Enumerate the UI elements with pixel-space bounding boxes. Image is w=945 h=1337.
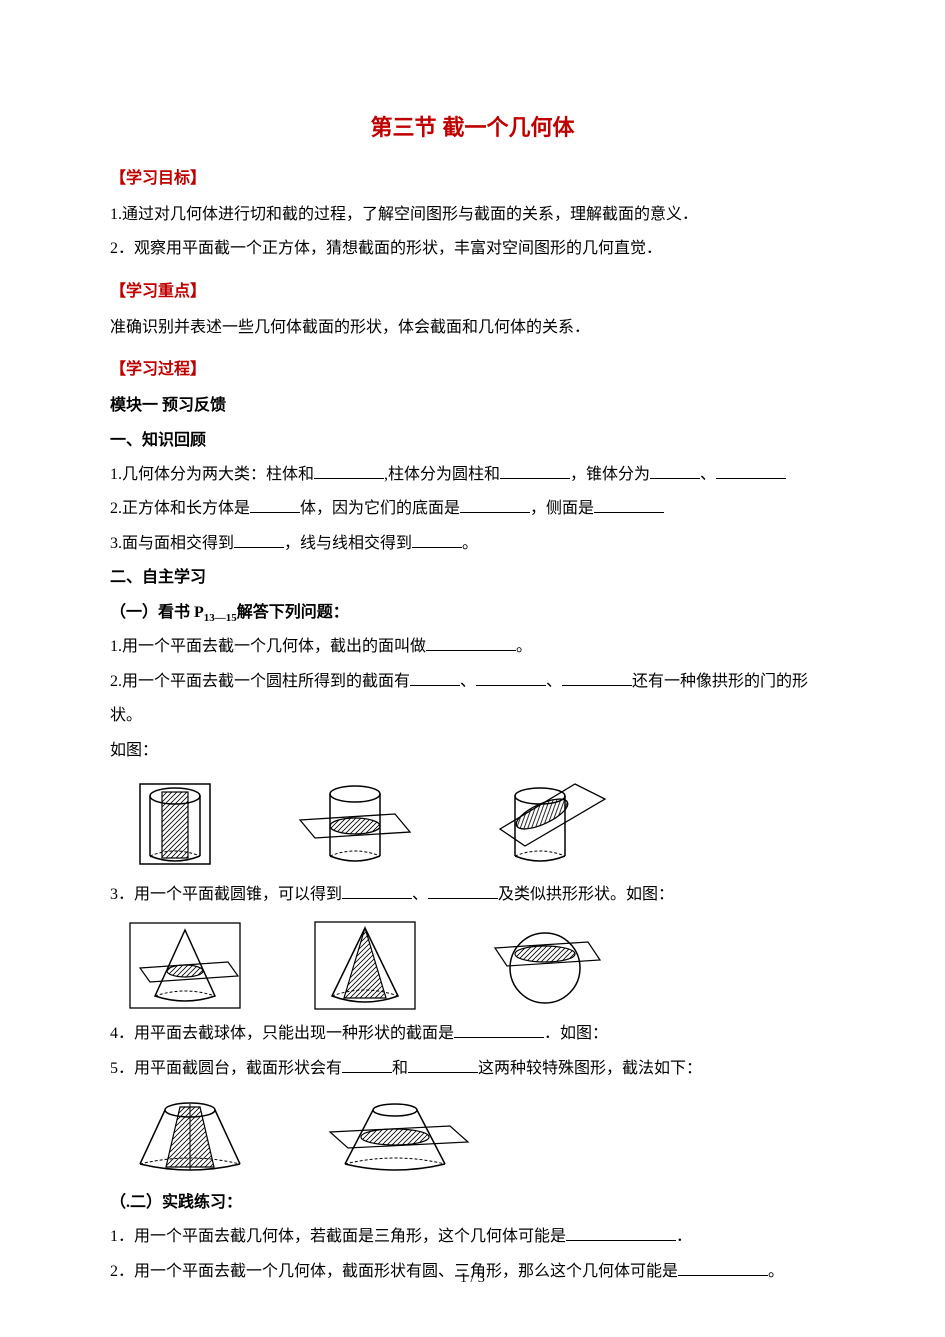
text: 2.用一个平面去截一个圆柱所得到的截面有: [110, 673, 410, 690]
heading-process: 【学习过程】: [110, 355, 835, 379]
text: 3.面与面相交得到: [110, 535, 234, 552]
blank: [460, 498, 530, 513]
text: 、: [700, 466, 716, 483]
blank: [408, 1057, 478, 1072]
frustum-vertical-cut-icon: [110, 1092, 270, 1182]
blank: [342, 1057, 392, 1072]
cone-horizontal-cut-icon: [110, 918, 260, 1013]
selfstudy-title: 二、自主学习: [110, 561, 835, 595]
review-q3: 3.面与面相交得到 ，线与线相交得到 。: [110, 527, 835, 561]
text: 1．用一个平面去截几何体，若截面是三角形，这个几何体可能是: [110, 1228, 566, 1245]
page-title: 第三节 截一个几何体: [110, 110, 835, 142]
selfstudy-q4: 4．用平面去截球体，只能出现一种形状的截面是 ．如图：: [110, 1017, 835, 1051]
blank: [314, 464, 384, 479]
selfstudy-q5: 5．用平面截圆台，截面形状会有 和 这两种较特殊图形，截法如下：: [110, 1052, 835, 1086]
text: ，侧面是: [530, 500, 594, 517]
text: 和: [392, 1060, 408, 1077]
blank: [594, 498, 664, 513]
selfstudy-q3: 3．用一个平面截圆锥，可以得到 、 及类似拱形形状。如图：: [110, 878, 835, 912]
cylinder-vertical-cut-icon: [110, 774, 240, 874]
text: 。: [516, 638, 532, 655]
blank: [428, 884, 498, 899]
text: 。: [462, 535, 478, 552]
practice-title: （.二）实践练习：: [110, 1186, 835, 1220]
text: ，线与线相交得到: [284, 535, 412, 552]
blank: [500, 464, 570, 479]
blank: [342, 884, 412, 899]
review-title: 一、知识回顾: [110, 424, 835, 458]
text: ．: [676, 1228, 692, 1245]
text: 、: [460, 673, 476, 690]
heading-objectives: 【学习目标】: [110, 164, 835, 188]
text: （一）看书 P: [110, 604, 204, 621]
text: ，锥体分为: [570, 466, 650, 483]
review-q2: 2.正方体和长方体是 体，因为它们的底面是 ，侧面是: [110, 492, 835, 526]
blank: [476, 670, 546, 685]
page-ref: 13—15: [204, 612, 237, 624]
selfstudy-q2e: 如图：: [110, 734, 835, 768]
blank: [250, 498, 300, 513]
blank: [412, 532, 462, 547]
figure-row-frustums: [110, 1092, 835, 1182]
text: 及类似拱形形状。如图：: [498, 886, 674, 903]
text: 、: [546, 673, 562, 690]
sphere-horizontal-cut-icon: [470, 918, 620, 1013]
focus-line: 准确识别并表述一些几何体截面的形状，体会截面和几何体的关系．: [110, 311, 835, 345]
blank: [716, 464, 786, 479]
text: 2.正方体和长方体是: [110, 500, 250, 517]
selfstudy-q2: 2.用一个平面去截一个圆柱所得到的截面有、、还有一种像拱形的门的形状。: [110, 665, 835, 734]
blank: [426, 636, 516, 651]
blank: [454, 1023, 544, 1038]
cone-vertical-cut-icon: [300, 918, 430, 1013]
page-number: 1 / 3: [0, 1271, 945, 1287]
text: 、: [412, 886, 428, 903]
text: ,柱体分为圆柱和: [384, 466, 500, 483]
blank: [234, 532, 284, 547]
text: 解答下列问题：: [237, 604, 349, 621]
review-q1: 1.几何体分为两大类：柱体和 ,柱体分为圆柱和 ，锥体分为 、: [110, 458, 835, 492]
blank: [650, 464, 700, 479]
heading-focus: 【学习重点】: [110, 277, 835, 301]
figure-row-cylinders: [110, 774, 835, 874]
text: 这两种较特殊图形，截法如下：: [478, 1060, 702, 1077]
text: 5．用平面截圆台，截面形状会有: [110, 1060, 342, 1077]
blank: [566, 1226, 676, 1241]
practice-q1: 1．用一个平面去截几何体，若截面是三角形，这个几何体可能是 ．: [110, 1220, 835, 1254]
selfstudy-q1: 1.用一个平面去截一个几何体，截出的面叫做 。: [110, 630, 835, 664]
blank: [562, 670, 632, 685]
objective-2: 2．观察用平面截一个正方体，猜想截面的形状，丰富对空间图形的几何直觉．: [110, 232, 835, 266]
text: 1.用一个平面去截一个几何体，截出的面叫做: [110, 638, 426, 655]
text: 3．用一个平面截圆锥，可以得到: [110, 886, 342, 903]
cylinder-oblique-cut-icon: [470, 774, 620, 874]
blank: [410, 670, 460, 685]
text: 1.几何体分为两大类：柱体和: [110, 466, 314, 483]
page: 第三节 截一个几何体 【学习目标】 1.通过对几何体进行切和截的过程，了解空间图…: [0, 0, 945, 1337]
text: ．如图：: [544, 1025, 608, 1042]
text: 体，因为它们的底面是: [300, 500, 460, 517]
cylinder-horizontal-cut-icon: [280, 774, 430, 874]
text: 4．用平面去截球体，只能出现一种形状的截面是: [110, 1025, 454, 1042]
module1-title: 模块一 预习反馈: [110, 389, 835, 423]
objective-1: 1.通过对几何体进行切和截的过程，了解空间图形与截面的关系，理解截面的意义．: [110, 198, 835, 232]
frustum-horizontal-cut-icon: [310, 1092, 480, 1182]
selfstudy-sub1: （一）看书 P13—15解答下列问题：: [110, 596, 835, 631]
figure-row-cones-sphere: [110, 918, 835, 1013]
